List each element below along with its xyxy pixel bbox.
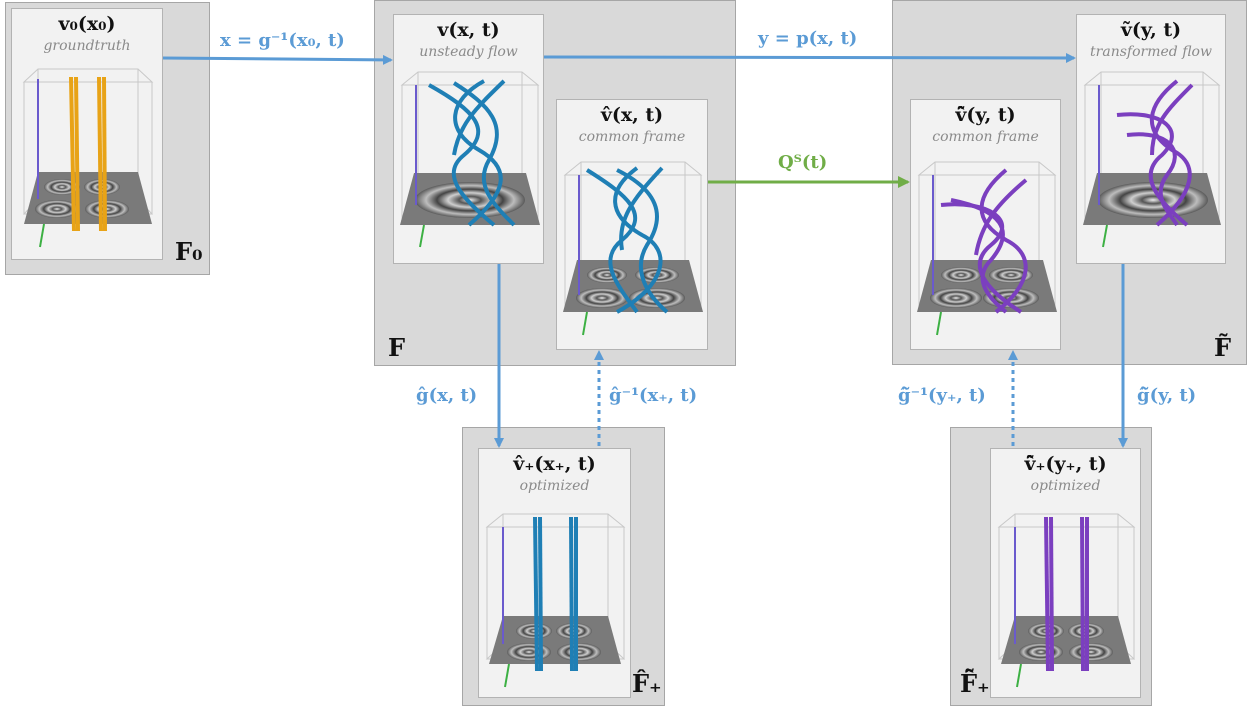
flow-visualization-unsteady	[400, 71, 540, 248]
panel-subtitle: common frame	[578, 129, 686, 145]
panel-title: v(x, t)	[437, 19, 500, 41]
flow-visualization-optimized-left	[485, 513, 626, 688]
frame-label-F-hat-tilde-star: F̂̃₊	[960, 669, 990, 698]
panel-title: v̂̃₊(y₊, t)	[1024, 453, 1107, 475]
label-g-hat-tilde-inverse: ĝ̃⁻¹(y₊, t)	[898, 385, 986, 406]
frame-label-F-hat-star: F̂₊	[632, 669, 662, 698]
flow-visualization-common-frame-right	[917, 161, 1057, 336]
label-p-map: y = p(x, t)	[758, 28, 858, 49]
panel-optimized-left: v̂₊(x₊, t) optimized	[478, 448, 631, 698]
frame-label-F0: F₀	[175, 237, 203, 266]
panel-common-frame-right: v̂̃(y, t) common frame	[910, 99, 1061, 350]
panel-optimized-right: v̂̃₊(y₊, t) optimized	[990, 448, 1141, 698]
panel-groundtruth: v₀(x₀) groundtruth	[11, 8, 163, 260]
panel-subtitle: transformed flow	[1090, 44, 1212, 60]
flow-visualization-optimized-right	[997, 513, 1136, 688]
panel-title: ṽ(y, t)	[1120, 19, 1182, 41]
flow-visualization-groundtruth	[22, 68, 154, 248]
panel-title: v̂(x, t)	[600, 104, 664, 126]
label-g-hat-tilde: ĝ̃(y, t)	[1137, 385, 1197, 406]
panel-subtitle: unsteady flow	[419, 44, 518, 60]
label-QT: Qᵀ(t)	[778, 152, 828, 173]
panel-subtitle: optimized	[1030, 478, 1101, 494]
label-g-inverse: x = g⁻¹(x₀, t)	[220, 30, 345, 51]
panel-common-frame-left: v̂(x, t) common frame	[556, 99, 708, 350]
panel-subtitle: common frame	[932, 129, 1039, 145]
panel-unsteady-flow: v(x, t) unsteady flow	[393, 14, 544, 264]
panel-subtitle: groundtruth	[43, 38, 131, 54]
arrow-p-map	[543, 52, 1076, 63]
panel-transformed-flow: ṽ(y, t) transformed flow	[1076, 14, 1226, 264]
panel-title: v̂₊(x₊, t)	[513, 453, 596, 475]
panel-subtitle: optimized	[519, 478, 590, 494]
frame-label-F-tilde: F̃	[1214, 333, 1232, 362]
label-g-hat: ĝ(x, t)	[416, 385, 478, 406]
arrow-g-inverse	[162, 54, 393, 65]
flow-visualization-transformed	[1083, 71, 1221, 248]
frame-label-F: F	[388, 333, 406, 362]
panel-title: v₀(x₀)	[58, 13, 116, 35]
flow-visualization-common-frame-left	[563, 161, 703, 336]
label-g-hat-inverse: ĝ⁻¹(x₊, t)	[609, 385, 698, 406]
panel-title: v̂̃(y, t)	[955, 104, 1016, 126]
